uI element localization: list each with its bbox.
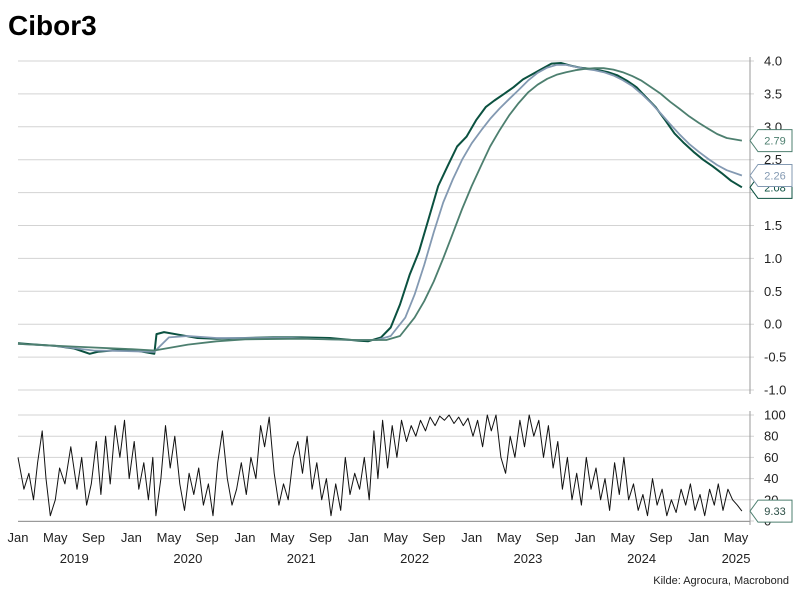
end-value-box (749, 163, 793, 187)
x-year-label: 2022 (400, 551, 429, 566)
x-month-label: May (497, 530, 522, 545)
x-year-label: 2025 (722, 551, 751, 566)
end-value-tag: 2.26 (749, 163, 793, 187)
x-month-label: Sep (649, 530, 672, 545)
series-line-0-1 (17, 64, 743, 353)
x-month-label: Sep (82, 530, 105, 545)
x-month-label: Sep (422, 530, 445, 545)
end-value-box (749, 499, 793, 523)
x-month-label: May (43, 530, 68, 545)
y-tick-label: -0.5 (764, 350, 786, 365)
end-value-label: 2.26 (764, 170, 785, 182)
y-tick-label: 80 (764, 429, 778, 444)
x-month-label: Sep (309, 530, 332, 545)
end-value-tag: 2.79 (749, 129, 793, 153)
end-value-label: 9.33 (764, 506, 785, 518)
y-tick-label: 40 (764, 471, 778, 486)
series-line-0-2 (17, 67, 743, 352)
series-line-1-0 (17, 414, 743, 517)
y-tick-label: 100 (764, 408, 786, 423)
source-note: Kilde: Agrocura, Macrobond (653, 575, 789, 587)
x-month-label: May (270, 530, 295, 545)
y-tick-label: 60 (764, 450, 778, 465)
end-value-label: 2.79 (764, 136, 785, 148)
x-month-label: Sep (536, 530, 559, 545)
x-month-label: Jan (235, 530, 256, 545)
x-month-label: May (724, 530, 749, 545)
x-month-label: May (610, 530, 635, 545)
end-value-box (749, 129, 793, 153)
x-month-label: Jan (121, 530, 142, 545)
x-year-label: 2023 (513, 551, 542, 566)
x-month-label: May (383, 530, 408, 545)
y-tick-label: -1.0 (764, 383, 786, 398)
x-year-label: 2020 (173, 551, 202, 566)
end-value-tag: 9.33 (749, 499, 793, 523)
y-tick-label: 1.0 (764, 251, 782, 266)
y-tick-label: 4.0 (764, 54, 782, 69)
panel-0: -1.0-0.50.00.51.01.52.02.53.03.54.02.082… (17, 54, 793, 398)
x-month-label: Jan (688, 530, 709, 545)
panel-1: 0204060801009.33 (17, 408, 793, 529)
x-year-label: 2021 (287, 551, 316, 566)
series-line-0-0 (17, 62, 743, 355)
x-month-label: May (157, 530, 182, 545)
x-month-label: Jan (8, 530, 29, 545)
x-year-label: 2024 (627, 551, 656, 566)
x-month-label: Sep (196, 530, 219, 545)
y-tick-label: 2.5 (764, 152, 782, 167)
x-year-label: 2019 (60, 551, 89, 566)
x-axis: Jan May Sep Jan May Sep Jan May Sep Jan May Sep Jan M… (8, 521, 751, 566)
x-month-label: Jan (575, 530, 596, 545)
y-tick-label: 1.5 (764, 218, 782, 233)
y-tick-label: 0.0 (764, 317, 782, 332)
chart-title: Cibor3 (8, 10, 97, 41)
y-tick-label: 0.5 (764, 284, 782, 299)
y-tick-label: 3.5 (764, 86, 782, 101)
x-month-label: Jan (461, 530, 482, 545)
x-month-label: Jan (348, 530, 369, 545)
